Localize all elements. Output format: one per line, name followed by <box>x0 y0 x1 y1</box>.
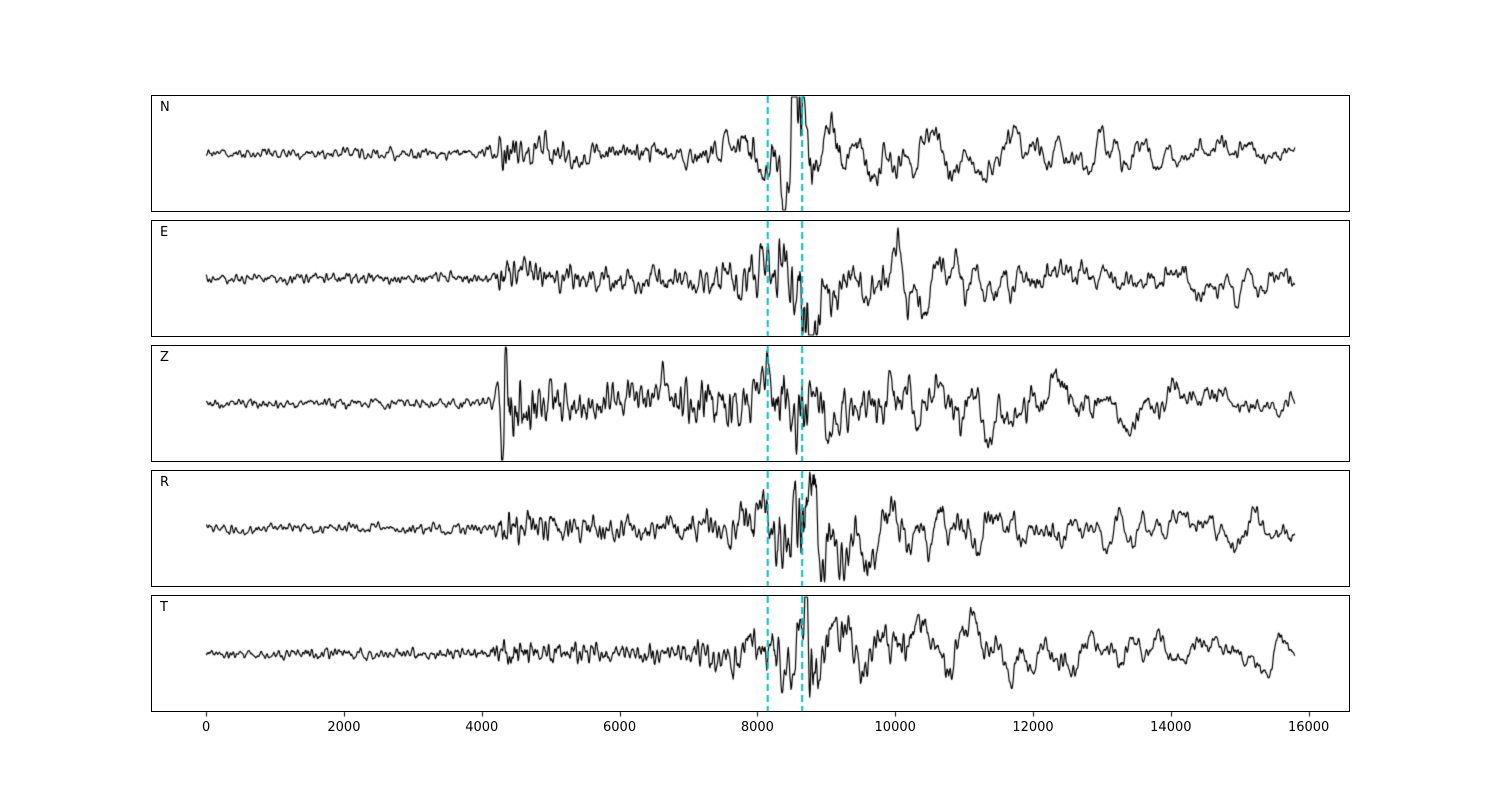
x-tick-label: 6000 <box>603 720 637 735</box>
panel-label-e: E <box>160 225 169 240</box>
x-tick-label: 0 <box>201 720 211 735</box>
x-tick-label: 10000 <box>874 720 916 735</box>
panel-label-z: Z <box>160 350 169 365</box>
x-tick-label: 8000 <box>740 720 774 735</box>
panel-label-r: R <box>160 475 170 490</box>
panel-label-n: N <box>160 100 170 115</box>
x-tick-label: 16000 <box>1287 720 1330 735</box>
x-tick-label: 2000 <box>327 720 361 735</box>
x-tick-label: 4000 <box>465 720 499 735</box>
x-tick-label: 14000 <box>1150 720 1192 735</box>
panel-label-t: T <box>160 600 168 615</box>
x-tick-label: 12000 <box>1012 720 1054 735</box>
